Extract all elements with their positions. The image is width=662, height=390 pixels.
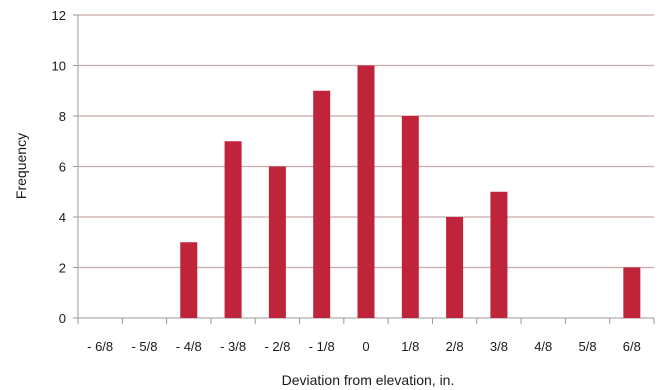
bar: [623, 267, 641, 318]
x-tick-label: 0: [362, 339, 369, 354]
bar: [313, 90, 331, 318]
x-tick-label: - 1/8: [309, 339, 335, 354]
y-tick-label: 12: [52, 8, 66, 23]
x-tick-label: 2/8: [446, 339, 464, 354]
y-axis-label: Frequency: [13, 133, 29, 199]
y-tick-label: 2: [59, 261, 66, 276]
bar: [446, 217, 464, 318]
bar: [490, 191, 508, 318]
bar: [268, 166, 286, 318]
bars: [180, 65, 641, 318]
x-tick-label: 5/8: [578, 339, 596, 354]
x-tick-labels: - 6/8 - 5/8 - 4/8 - 3/8 - 2/8 - 1/8 0 1/8 2/8 3/8…: [87, 339, 641, 354]
y-tick-labels: 0 2 4 6 8 10 12: [52, 8, 66, 326]
y-tick-label: 4: [59, 210, 66, 225]
x-tick-label: 4/8: [534, 339, 552, 354]
x-tick-label: 1/8: [401, 339, 419, 354]
x-tick-label: - 6/8: [87, 339, 113, 354]
bar: [180, 242, 198, 318]
x-tick-label: - 2/8: [264, 339, 290, 354]
x-tick-label: 3/8: [490, 339, 508, 354]
y-tick-label: 10: [52, 59, 66, 74]
bar: [401, 116, 419, 318]
y-tick-label: 0: [59, 311, 66, 326]
y-tick-label: 6: [59, 160, 66, 175]
x-tick-label: 6/8: [623, 339, 641, 354]
x-tick-label: - 3/8: [220, 339, 246, 354]
x-tick-label: - 4/8: [176, 339, 202, 354]
x-axis-label: Deviation from elevation, in.: [282, 372, 455, 388]
x-tick-label: - 5/8: [131, 339, 157, 354]
y-tick-label: 8: [59, 109, 66, 124]
bar: [357, 65, 375, 318]
bar: [224, 141, 242, 318]
